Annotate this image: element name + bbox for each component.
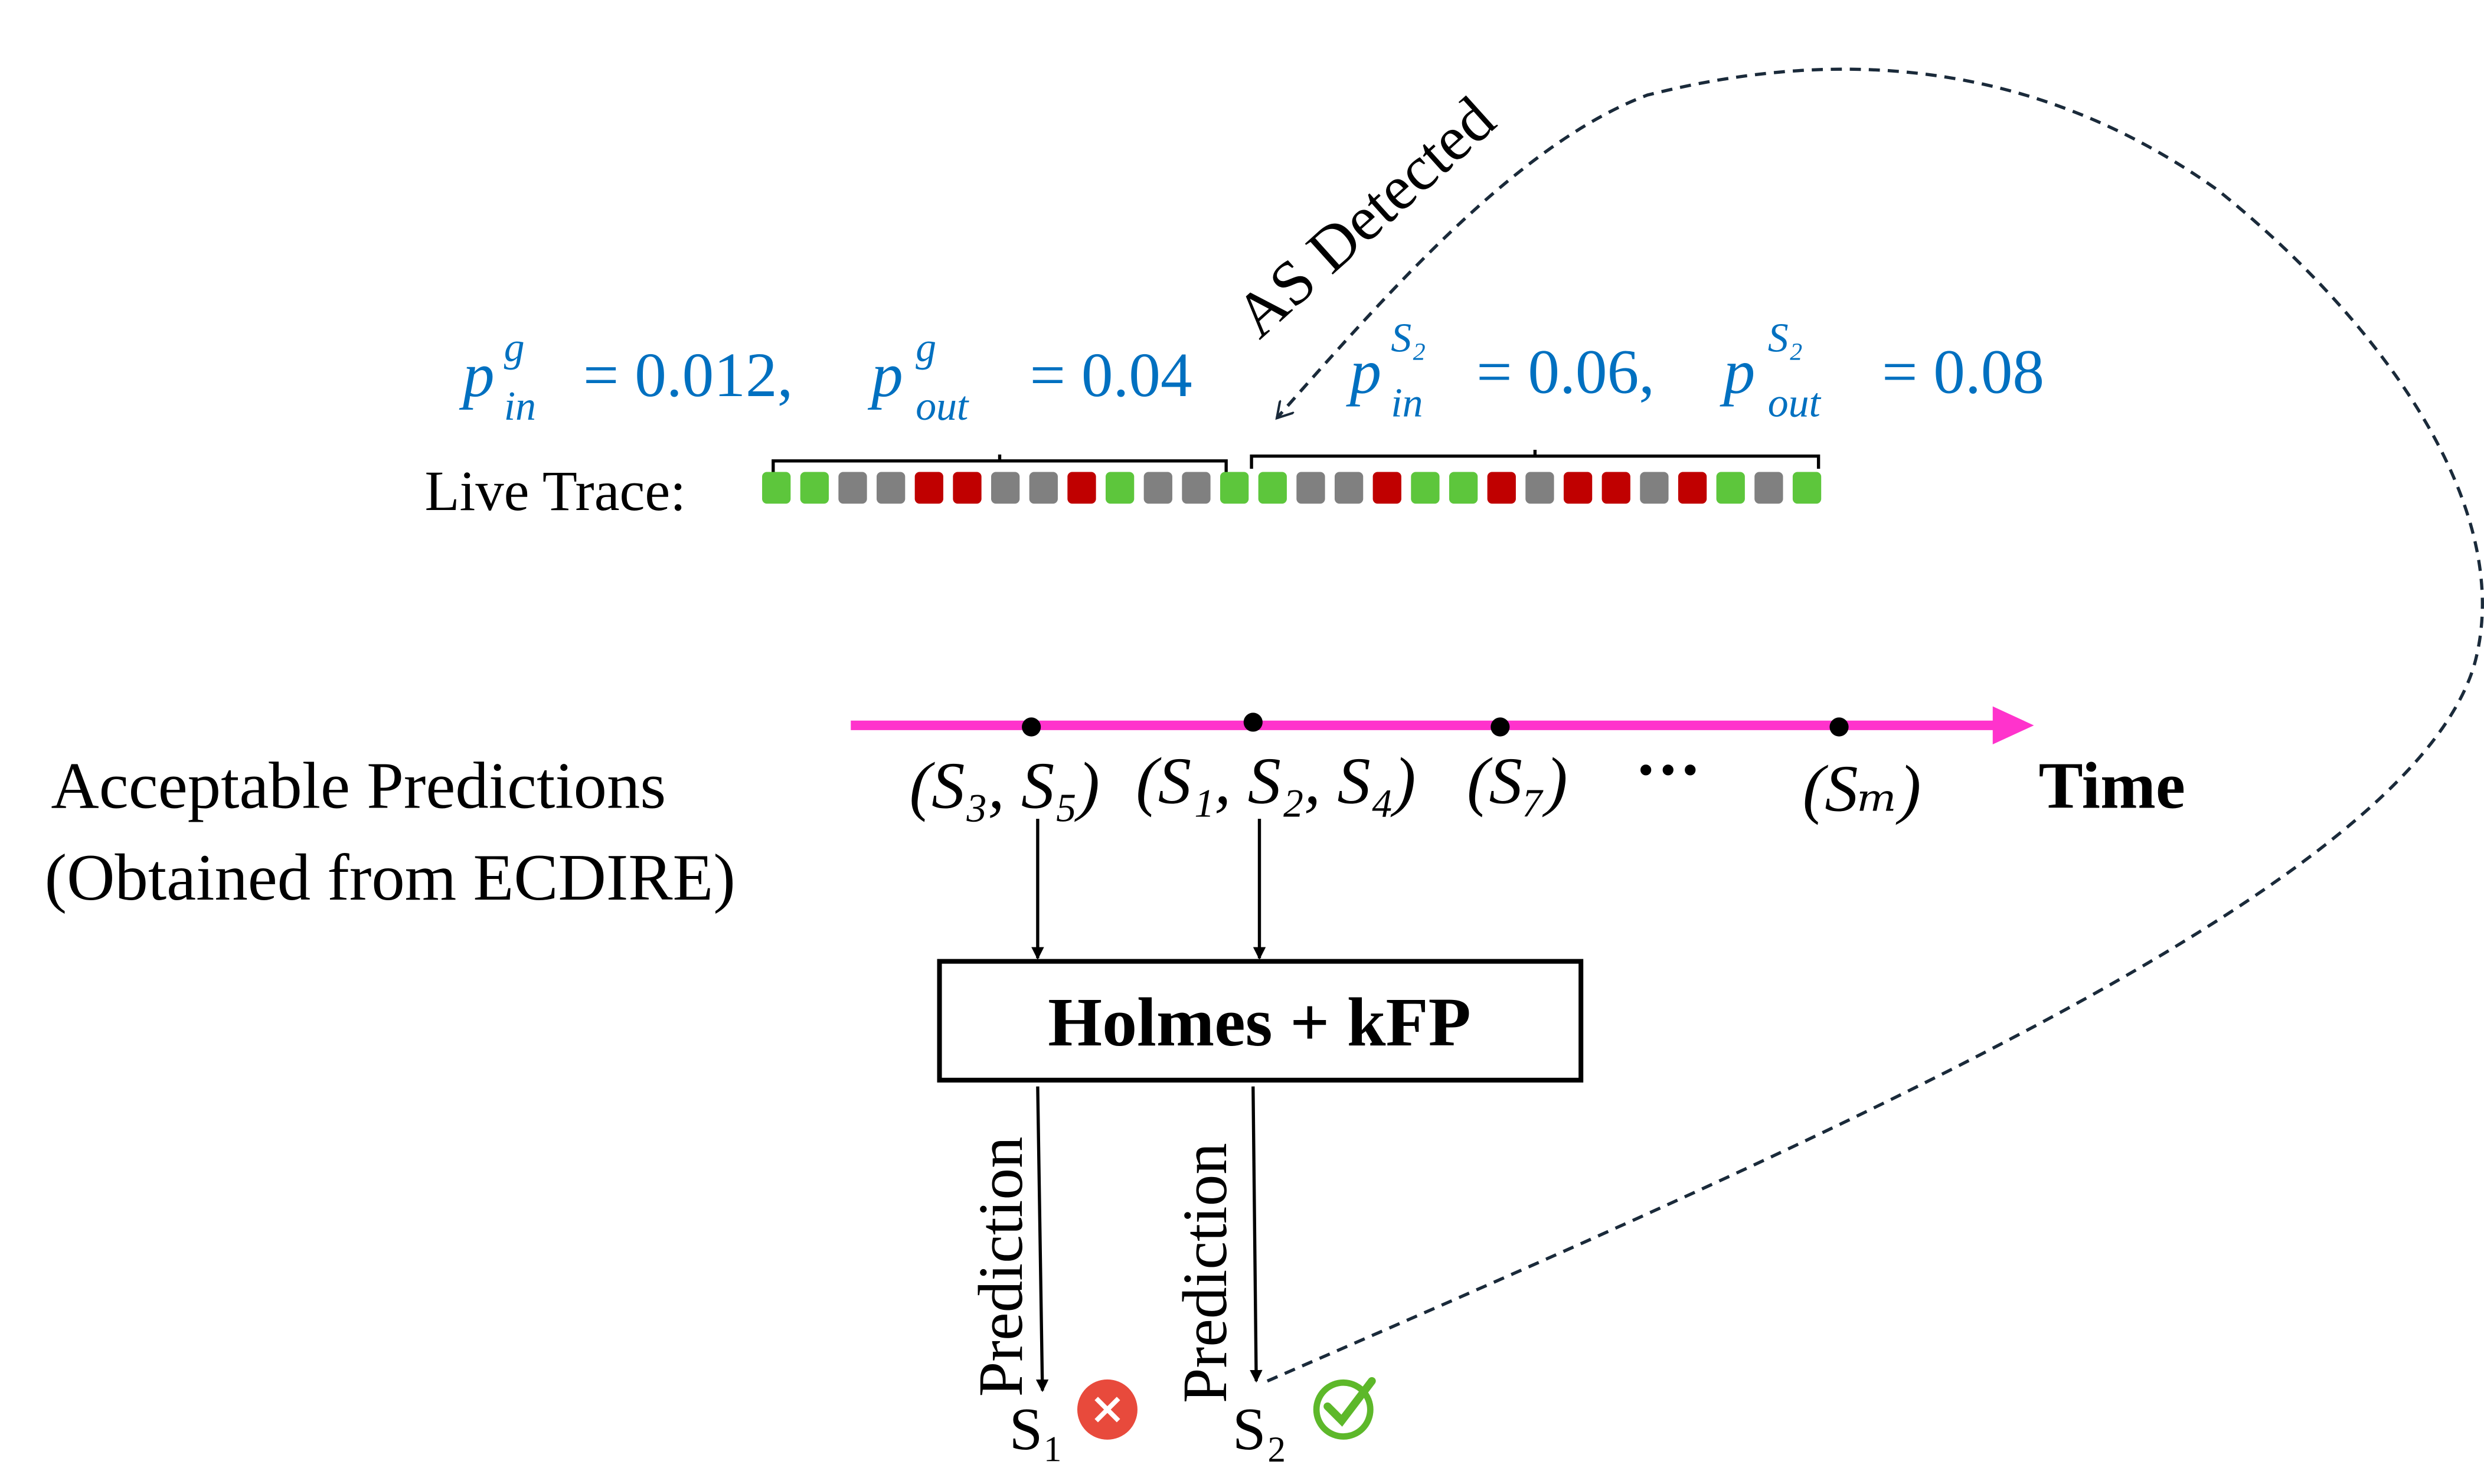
- as-detected-label: AS Detected: [1222, 83, 1508, 351]
- arrow: [1035, 1086, 1049, 1393]
- svg-text:= 0.012,: = 0.012,: [583, 340, 793, 410]
- svg-text:in: in: [504, 384, 536, 429]
- classifier-label: Holmes + kFP: [1048, 983, 1470, 1061]
- ellipsis: ···: [1635, 734, 1701, 807]
- timeline-point: [1491, 717, 1510, 737]
- check-circle-icon: [1313, 1377, 1376, 1440]
- timeline-point: [1022, 717, 1041, 737]
- trace-cell: [1792, 472, 1822, 504]
- svg-text:g: g: [916, 325, 936, 371]
- svg-text:= 0.04: = 0.04: [1029, 340, 1192, 410]
- trace-cell: [1143, 472, 1172, 504]
- left-label-line1: Acceptable Predictions: [51, 749, 666, 822]
- prediction-group: (S₇): [1467, 744, 1568, 818]
- classifier-box: [937, 959, 1584, 1083]
- trace-cell: [762, 472, 791, 504]
- prediction-group: (Sₘ): [1803, 753, 1921, 826]
- trace-cell: [1105, 472, 1135, 504]
- trace-cell: [1258, 472, 1287, 504]
- svg-text:S₂: S₂: [1768, 316, 1803, 361]
- prediction-group: (S₃, S₅): [910, 749, 1100, 822]
- prediction-group: (S₁, S₂, S₄): [1136, 744, 1416, 818]
- svg-text:p: p: [867, 340, 903, 410]
- trace-cell: [1487, 472, 1516, 504]
- guard-probabilities: p g in = 0.012, p g out = 0.04: [459, 325, 1192, 429]
- arrow: [1250, 1086, 1263, 1383]
- svg-text:out: out: [916, 384, 969, 429]
- trace-cell: [1678, 472, 1707, 504]
- trace-cell: [1640, 472, 1669, 504]
- svg-text:S₂: S₂: [1391, 316, 1426, 361]
- svg-text:in: in: [1391, 381, 1423, 426]
- trace-cell: [991, 472, 1020, 504]
- svg-text:p: p: [1720, 336, 1756, 407]
- trace-cell: [838, 472, 867, 504]
- live-trace-label: Live Trace:: [425, 459, 687, 522]
- svg-text:g: g: [504, 325, 525, 371]
- trace-cell: [1411, 472, 1440, 504]
- time-axis-label: Time: [2039, 749, 2185, 822]
- timeline-point: [1243, 712, 1263, 732]
- svg-text:out: out: [1768, 381, 1822, 426]
- trace-cell: [877, 472, 906, 504]
- trace-cell: [1449, 472, 1478, 504]
- trace-cell: [1525, 472, 1554, 504]
- timeline-point: [1829, 717, 1849, 737]
- time-axis-arrowhead: [1992, 706, 2034, 745]
- trace-cell: [1182, 472, 1211, 504]
- svg-text:p: p: [459, 340, 495, 410]
- site-probabilities: p S₂ in = 0.06, p S₂ out = 0.08: [1345, 316, 2044, 426]
- svg-text:= 0.08: = 0.08: [1882, 336, 2044, 407]
- trace-cell: [914, 472, 943, 504]
- prediction-label: Prediction: [966, 1136, 1036, 1397]
- trace-cell: [953, 472, 982, 504]
- trace-cell: [1372, 472, 1401, 504]
- trace-cell: [1716, 472, 1745, 504]
- trace-cell: [1296, 472, 1325, 504]
- prediction-label: Prediction: [1170, 1143, 1240, 1403]
- feedback-loop-dashed-arrow: [1266, 67, 2484, 1383]
- svg-text:= 0.06,: = 0.06,: [1476, 336, 1655, 407]
- trace-cell: [1334, 472, 1364, 504]
- trace-cell: [1220, 472, 1249, 504]
- predicted-site: S₁: [1009, 1396, 1064, 1463]
- left-label-line2: (Obtained from ECDIRE): [45, 841, 736, 914]
- trace-cell: [1067, 472, 1096, 504]
- predicted-site: S₂: [1233, 1396, 1287, 1463]
- trace-cell: [800, 472, 829, 504]
- trace-cell: [1754, 472, 1783, 504]
- trace-cell: [1563, 472, 1593, 504]
- svg-text:p: p: [1345, 336, 1381, 407]
- guard-bracket: [772, 455, 1228, 472]
- live-trace: [762, 472, 1822, 504]
- trace-cell: [1029, 472, 1058, 504]
- site-bracket: [1250, 449, 1820, 469]
- x-circle-icon: [1077, 1379, 1138, 1440]
- trace-cell: [1601, 472, 1630, 504]
